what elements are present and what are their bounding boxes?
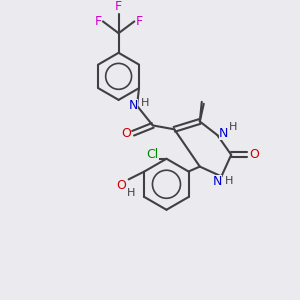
Text: O: O [249, 148, 259, 161]
Text: H: H [127, 188, 135, 198]
Text: N: N [128, 99, 138, 112]
Text: F: F [136, 15, 143, 28]
Text: H: H [225, 176, 233, 186]
Text: O: O [121, 127, 131, 140]
Text: F: F [115, 0, 122, 13]
Text: N: N [213, 175, 222, 188]
Text: O: O [116, 179, 126, 192]
Text: N: N [219, 127, 228, 140]
Text: H: H [141, 98, 149, 108]
Text: F: F [94, 15, 102, 28]
Text: H: H [229, 122, 237, 132]
Text: Cl: Cl [147, 148, 159, 161]
